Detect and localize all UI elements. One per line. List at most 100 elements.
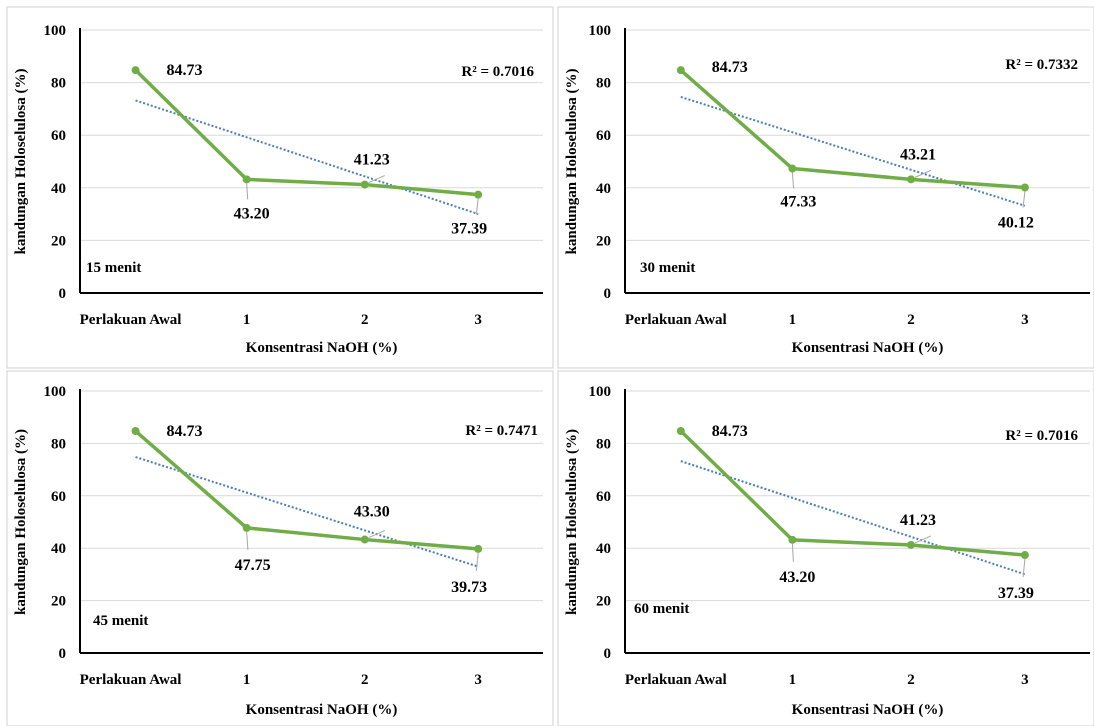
data-label: 39.73 [451,579,487,596]
x-tick-label: 2 [907,672,915,688]
y-tick-label: 60 [51,128,66,144]
label-leader [246,183,249,200]
data-label: 43.21 [900,146,936,163]
r-squared-label: R² = 0.7016 [461,64,534,80]
label-leader [368,530,385,539]
label-leader [791,172,795,189]
trendline [135,99,479,215]
data-point [788,164,797,173]
series-line [679,429,1026,557]
series-line [134,429,479,551]
y-tick-label: 80 [596,436,611,452]
data-point [1020,551,1029,560]
data-label: 84.73 [167,423,203,440]
y-tick-label: 40 [51,541,66,557]
y-tick-label: 40 [596,181,611,197]
data-point [131,427,140,436]
label-leader [475,552,479,571]
y-tick-label: 0 [59,286,67,302]
label-leader [246,531,249,550]
label-leader [791,543,794,562]
y-tick-label: 80 [51,76,66,92]
data-label: 43.20 [779,569,815,586]
data-label: 47.75 [235,557,271,574]
data-point [242,523,251,532]
data-label: 47.33 [780,194,816,211]
y-tick-label: 0 [604,286,612,302]
data-point [676,66,685,75]
chart-panel-2: 0 20 40 60 80 100 Perlakuan Awal 1 2 3 Konsentrasi… [557,6,1094,369]
y-tick-label: 100 [44,384,67,400]
y-axis-title: kandungan Holoselulosa (%) [13,69,29,255]
data-point [131,66,140,75]
y-tick-label: 80 [51,436,66,452]
y-tick-label: 100 [44,23,67,39]
y-tick-label: 0 [59,646,67,662]
y-tick-label: 60 [596,489,611,505]
y-axis-title: kandungan Holoselulosa (%) [13,429,29,615]
data-point [788,535,797,544]
data-point [906,175,915,184]
data-point [242,175,251,184]
y-axis-title: kandungan Holoselulosa (%) [564,429,580,615]
duration-label: 60 menit [634,601,689,617]
r-squared-label: R² = 0.7471 [465,423,538,439]
data-label: 37.39 [451,221,487,238]
x-tick-label: 3 [474,312,482,328]
y-tick-label: 100 [589,384,612,400]
series-line [679,68,1026,190]
r-squared-label: R² = 0.7016 [1005,428,1078,444]
x-axis-title: Konsentrasi NaOH (%) [246,702,398,718]
chart-panel-4: 0 20 40 60 80 100 Perlakuan Awal 1 2 3 Konsentrasi… [557,370,1094,726]
series-line [134,68,479,197]
y-tick-label: 0 [604,646,612,662]
data-point [360,180,369,189]
x-tick-label: 3 [1021,312,1029,328]
data-point [360,535,369,544]
y-tick-label: 20 [51,233,66,249]
label-leader [1022,558,1026,578]
duration-label: 15 menit [86,260,141,276]
data-label: 84.73 [712,423,748,440]
data-point [474,190,483,199]
x-tick-label: 2 [361,312,369,328]
trendline [680,96,1026,207]
data-label: 41.23 [354,152,390,169]
y-tick-label: 20 [596,233,611,249]
x-tick-label: 2 [361,672,369,688]
x-tick-label: Perlakuan Awal [625,312,727,328]
r-squared-label: R² = 0.7332 [1005,57,1078,73]
x-tick-label: 3 [474,672,482,688]
duration-label: 45 menit [93,613,148,629]
y-tick-label: 20 [51,594,66,610]
trendline [680,460,1026,576]
x-tick-label: Perlakuan Awal [80,312,182,328]
chart-panel-1: 0 20 40 60 80 100 Perlakuan Awal 1 2 3 Konsentrasi… [6,6,554,369]
label-leader [914,169,932,178]
x-axis-title: Konsentrasi NaOH (%) [792,702,944,718]
y-tick-label: 40 [596,541,611,557]
data-point [1020,183,1029,192]
chart-panel-3: 0 20 40 60 80 100 Perlakuan Awal 1 2 3 Konsentrasi… [6,370,554,726]
y-tick-label: 60 [596,128,611,144]
data-label: 43.20 [234,205,270,222]
x-tick-label: 3 [1021,672,1029,688]
y-tick-label: 60 [51,489,66,505]
data-point [474,544,483,553]
data-label: 43.30 [354,504,390,521]
data-label: 84.73 [167,62,203,79]
y-axis-title: kandungan Holoselulosa (%) [564,69,580,255]
x-tick-label: 1 [789,312,797,328]
x-tick-label: 1 [789,672,797,688]
y-tick-label: 20 [596,594,611,610]
label-leader [475,198,479,215]
data-label: 40.12 [998,214,1034,231]
data-label: 41.23 [900,512,936,529]
data-label: 37.39 [998,585,1034,602]
y-tick-label: 40 [51,181,66,197]
y-tick-label: 80 [596,76,611,92]
label-leader [368,175,385,184]
x-tick-label: 2 [907,312,915,328]
label-leader [1022,191,1026,208]
